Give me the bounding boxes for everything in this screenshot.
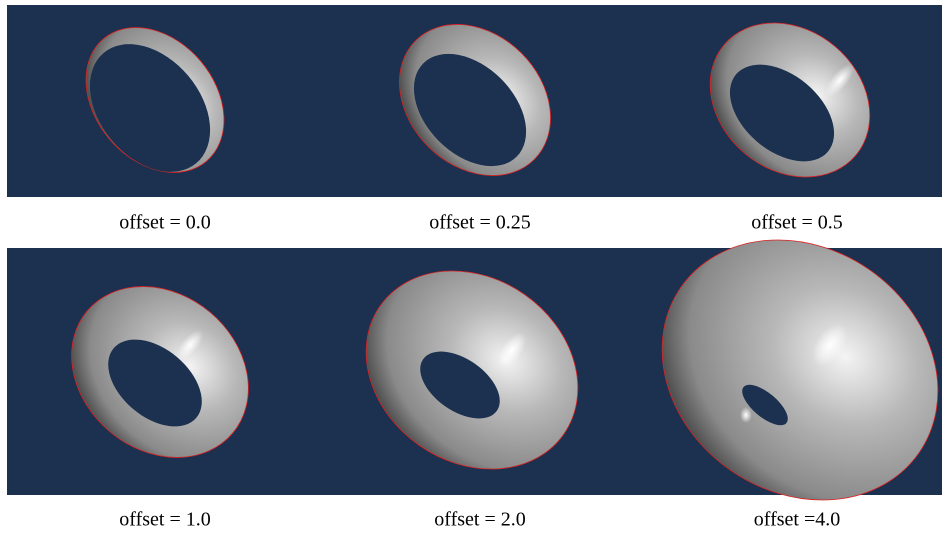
caption: offset = 0.0 — [119, 212, 210, 234]
figure: offset = 0.0 offset = 0.25 offset = 0.5 … — [0, 0, 949, 538]
caption: offset = 1.0 — [119, 509, 210, 531]
caption: offset = 0.25 — [429, 212, 530, 234]
caption: offset = 2.0 — [434, 509, 525, 531]
caption: offset = 0.5 — [751, 212, 842, 234]
caption: offset =4.0 — [754, 509, 840, 531]
